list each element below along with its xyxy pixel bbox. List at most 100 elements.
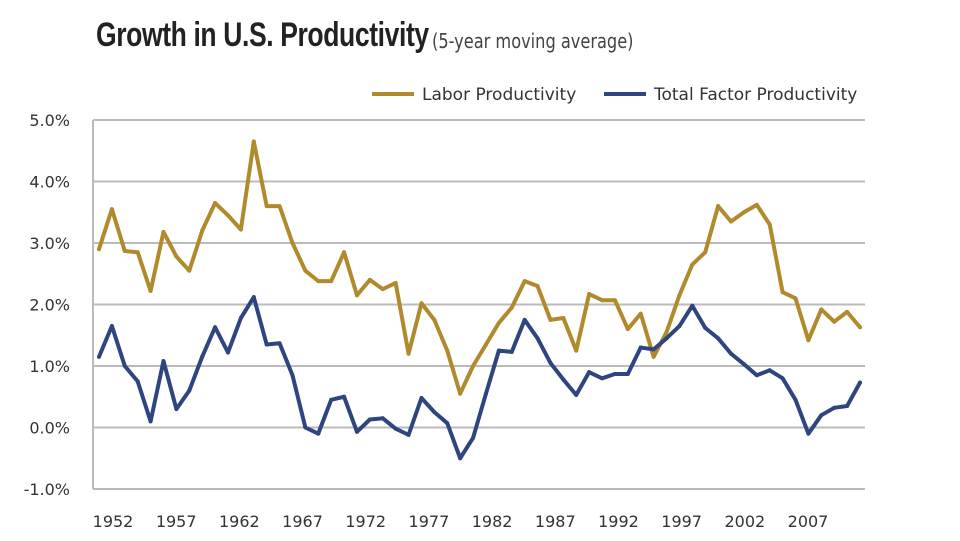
data-point <box>97 354 101 359</box>
x-tick-label: 1957 <box>156 512 197 531</box>
series-line-total-factor-productivity <box>97 295 862 461</box>
data-point <box>354 429 359 434</box>
data-point <box>651 354 656 359</box>
data-point <box>548 317 553 322</box>
data-point <box>858 380 862 385</box>
data-point <box>845 309 850 314</box>
data-point <box>148 419 153 424</box>
x-tick-label: 1997 <box>661 512 702 531</box>
data-point <box>793 397 798 402</box>
data-point <box>767 368 772 373</box>
y-tick-label: 2.0% <box>29 296 70 315</box>
data-point <box>329 279 334 284</box>
data-point <box>716 204 721 209</box>
chart-title: Growth in U.S. Productivity <box>96 16 429 54</box>
data-point <box>200 228 205 233</box>
data-point <box>393 280 398 285</box>
data-point <box>277 204 282 209</box>
data-point <box>690 262 695 267</box>
data-point <box>148 288 153 293</box>
chart-subtitle: (5-year moving average) <box>432 29 634 53</box>
data-point <box>432 410 437 415</box>
data-point <box>264 342 269 347</box>
legend-label: Total Factor Productivity <box>653 85 857 105</box>
data-point <box>329 397 334 402</box>
data-point <box>754 373 759 378</box>
data-point <box>200 354 205 359</box>
data-point <box>522 317 527 322</box>
data-point <box>638 311 643 316</box>
data-point <box>806 431 811 436</box>
data-point <box>354 293 359 298</box>
x-tick-label: 1982 <box>472 512 513 531</box>
data-point <box>496 320 501 325</box>
data-point <box>509 349 514 354</box>
data-point <box>135 379 140 384</box>
data-point <box>806 338 811 343</box>
data-point <box>367 417 372 422</box>
data-point <box>574 392 579 397</box>
data-point <box>535 284 540 289</box>
data-point <box>832 405 837 410</box>
data-point <box>587 370 592 375</box>
data-point <box>445 421 450 426</box>
data-point <box>587 292 592 297</box>
data-point <box>703 250 708 255</box>
data-point <box>483 342 488 347</box>
data-point <box>406 351 411 356</box>
data-point <box>625 371 630 376</box>
data-point <box>458 456 463 461</box>
data-point <box>109 324 114 329</box>
data-point <box>316 431 321 436</box>
data-point <box>187 268 192 273</box>
data-point <box>122 248 127 253</box>
data-point <box>342 250 347 255</box>
data-point <box>600 376 605 381</box>
data-point <box>729 219 734 224</box>
data-point <box>97 247 101 252</box>
data-point <box>471 435 476 440</box>
data-point <box>225 350 230 355</box>
x-tick-label: 1977 <box>409 512 450 531</box>
data-point <box>290 373 295 378</box>
x-tick-label: 2007 <box>788 512 829 531</box>
data-point <box>690 303 695 308</box>
data-point <box>754 202 759 207</box>
data-point <box>303 268 308 273</box>
x-tick-label: 1992 <box>598 512 639 531</box>
data-point <box>729 351 734 356</box>
x-tick-label: 1987 <box>535 512 576 531</box>
data-point <box>367 277 372 282</box>
data-point <box>419 395 424 400</box>
data-point <box>638 345 643 350</box>
data-point <box>213 201 218 206</box>
data-point <box>445 348 450 353</box>
data-point <box>664 330 669 335</box>
data-point <box>612 298 617 303</box>
x-tick-label: 1967 <box>282 512 323 531</box>
data-point <box>342 394 347 399</box>
x-tick-label: 1962 <box>219 512 260 531</box>
data-point <box>509 305 514 310</box>
data-point <box>483 391 488 396</box>
y-tick-label: 3.0% <box>29 234 70 253</box>
data-point <box>780 376 785 381</box>
y-tick-label: 1.0% <box>29 357 70 376</box>
data-point <box>716 336 721 341</box>
data-point <box>703 325 708 330</box>
data-point <box>251 295 256 300</box>
data-point <box>135 250 140 255</box>
y-tick-label: 5.0% <box>29 111 70 130</box>
data-point <box>535 336 540 341</box>
data-point <box>677 293 682 298</box>
data-point <box>161 359 166 364</box>
data-point <box>832 319 837 324</box>
legend-label: Labor Productivity <box>422 85 576 105</box>
data-point <box>187 388 192 393</box>
data-point <box>651 347 656 352</box>
data-point <box>780 290 785 295</box>
data-point <box>741 210 746 215</box>
data-point <box>858 325 862 330</box>
data-point <box>625 327 630 332</box>
